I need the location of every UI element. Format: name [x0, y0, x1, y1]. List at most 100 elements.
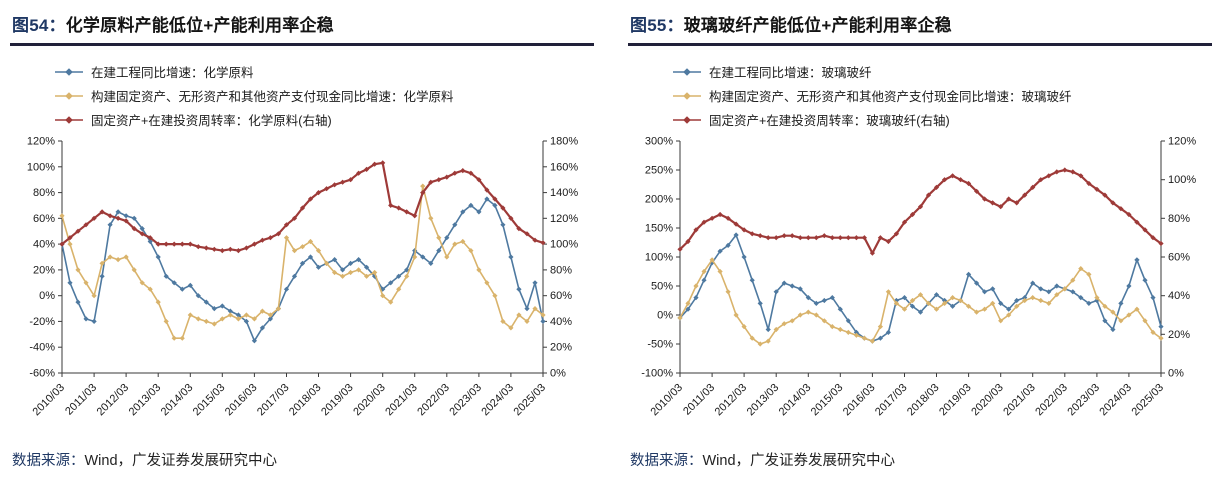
y-right-tick-label: 120% [550, 213, 578, 225]
y-left-tick-label: 100% [27, 161, 55, 173]
x-tick-label: 2010/03 [31, 382, 68, 419]
x-tick-label: 2013/03 [745, 382, 782, 419]
x-tick-label: 2019/03 [937, 382, 974, 419]
y-left-tick-label: -60% [29, 368, 55, 380]
figure-55-caption: 玻璃玻纤产能低位+产能利用率企稳 [683, 16, 952, 35]
x-tick-label: 2018/03 [287, 382, 324, 419]
y-right-tick-label: 80% [1168, 213, 1190, 225]
x-tick-label: 2014/03 [777, 382, 814, 419]
legend-line-diamond-marker [673, 115, 701, 124]
axes: 300% 250% 200% 150% 100% 50% 0% -50% -100% 120% 10… [641, 136, 1196, 419]
figure-54-legend: 在建工程同比增速：化学原料构建固定资产、无形资产和其他资产支付现金同比增速：化学… [54, 62, 594, 129]
figure-55-number: 图55： [630, 16, 684, 35]
y-left-tick-label: 200% [645, 194, 673, 206]
x-tick-label: 2015/03 [809, 382, 846, 419]
x-tick-label: 2025/03 [1130, 382, 1167, 419]
y-right-tick-label: 60% [1168, 252, 1190, 264]
x-tick-label: 2011/03 [63, 382, 99, 418]
x-tick-label: 2022/03 [415, 382, 452, 419]
series-0-diamond-markers [677, 232, 1164, 344]
source-value: Wind，广发证券发展研究中心 [702, 453, 896, 469]
series-0 [59, 196, 546, 344]
x-tick-label: 2017/03 [255, 382, 292, 419]
y-right-tick-label: 0% [1168, 368, 1184, 380]
figure-54-caption: 化学原料产能低位+产能利用率企稳 [65, 16, 334, 35]
x-tick-label: 2015/03 [191, 382, 228, 419]
source-label: 数据来源： [630, 453, 703, 469]
y-left-tick-label: 40% [33, 239, 55, 251]
legend-label: 构建固定资产、无形资产和其他资产支付现金同比增速：化学原料 [91, 90, 454, 104]
y-left-tick-label: -100% [641, 368, 673, 380]
x-tick-label: 2016/03 [841, 382, 878, 419]
y-right-tick-label: 60% [550, 290, 572, 302]
x-tick-label: 2020/03 [969, 382, 1006, 419]
y-left-tick-label: 250% [645, 165, 673, 177]
x-tick-label: 2017/03 [873, 382, 910, 419]
legend-line-diamond-marker [55, 91, 83, 100]
x-tick-label: 2023/03 [447, 382, 484, 419]
y-left-tick-label: -50% [647, 339, 673, 351]
figure-55-legend: 在建工程同比增速：玻璃玻纤构建固定资产、无形资产和其他资产支付现金同比增速：玻璃… [672, 62, 1212, 129]
figure-55-line-chart: 300% 250% 200% 150% 100% 50% 0% -50% -100% 120% 10… [641, 136, 1196, 419]
y-left-tick-label: 120% [27, 136, 55, 148]
legend-label: 固定资产+在建投资周转率：玻璃玻纤(右轴) [709, 114, 950, 128]
y-left-tick-label: 300% [645, 136, 673, 148]
legend-line-diamond-marker [673, 67, 701, 76]
y-right-tick-label: 80% [550, 264, 572, 276]
y-right-tick-label: 20% [550, 342, 572, 354]
x-tick-label: 2020/03 [351, 382, 388, 419]
x-tick-label: 2013/03 [127, 382, 164, 419]
legend-item: 构建固定资产、无形资产和其他资产支付现金同比增速：玻璃玻纤 [672, 86, 1212, 105]
y-right-tick-label: 160% [550, 161, 578, 173]
x-tick-label: 2010/03 [649, 382, 686, 419]
y-right-tick-label: 100% [1168, 174, 1196, 186]
y-right-tick-label: 180% [550, 136, 578, 148]
figure-55-title: 图55：玻璃玻纤产能低位+产能利用率企稳 [628, 8, 1212, 46]
x-tick-label: 2012/03 [713, 382, 750, 419]
figure-55-source: 数据来源：Wind，广发证券发展研究中心 [628, 449, 1212, 470]
y-left-tick-label: 0% [657, 310, 673, 322]
legend-item: 固定资产+在建投资周转率：玻璃玻纤(右轴) [672, 110, 1212, 129]
series-2 [677, 167, 1164, 256]
legend-item: 在建工程同比增速：化学原料 [54, 62, 594, 81]
legend-label: 在建工程同比增速：化学原料 [91, 66, 254, 80]
x-tick-label: 2025/03 [512, 382, 549, 419]
x-tick-label: 2011/03 [681, 382, 717, 418]
series-0 [677, 232, 1164, 344]
legend-item: 构建固定资产、无形资产和其他资产支付现金同比增速：化学原料 [54, 86, 594, 105]
x-tick-label: 2021/03 [1001, 382, 1038, 419]
x-tick-label: 2016/03 [223, 382, 260, 419]
series-2-diamond-markers [59, 160, 546, 254]
y-left-tick-label: 150% [645, 223, 673, 235]
legend-line-diamond-marker [55, 115, 83, 124]
x-tick-label: 2022/03 [1033, 382, 1070, 419]
y-left-tick-label: 100% [645, 252, 673, 264]
y-left-tick-label: 20% [33, 264, 55, 276]
y-right-tick-label: 140% [550, 187, 578, 199]
series-2 [59, 160, 546, 254]
x-tick-label: 2021/03 [383, 382, 420, 419]
y-left-tick-label: 80% [33, 187, 55, 199]
y-left-tick-label: 50% [651, 281, 673, 293]
series-2-diamond-markers [677, 167, 1164, 256]
x-tick-label: 2024/03 [479, 382, 516, 419]
y-right-tick-label: 100% [550, 239, 578, 251]
x-tick-label: 2024/03 [1097, 382, 1134, 419]
figure-54-source: 数据来源：Wind，广发证券发展研究中心 [10, 449, 594, 470]
y-left-tick-label: -40% [29, 342, 55, 354]
y-right-tick-label: 120% [1168, 136, 1196, 148]
figure-54-line-chart: 120% 100% 80% 60% 40% 20% 0% -20% -40% -60% 180% 16… [27, 136, 578, 419]
legend-label: 构建固定资产、无形资产和其他资产支付现金同比增速：玻璃玻纤 [709, 90, 1072, 104]
figure-54-number: 图54： [12, 16, 66, 35]
legend-line-diamond-marker [55, 67, 83, 76]
series-0-line [679, 234, 1162, 342]
legend-label: 固定资产+在建投资周转率：化学原料(右轴) [91, 114, 332, 128]
series-1 [59, 183, 546, 341]
y-left-tick-label: 0% [39, 290, 55, 302]
x-tick-label: 2014/03 [159, 382, 196, 419]
legend-item: 在建工程同比增速：玻璃玻纤 [672, 62, 1212, 81]
legend-line-diamond-marker [673, 91, 701, 100]
series-1 [677, 257, 1164, 347]
axes: 120% 100% 80% 60% 40% 20% 0% -20% -40% -60% 180% 16… [27, 136, 578, 419]
